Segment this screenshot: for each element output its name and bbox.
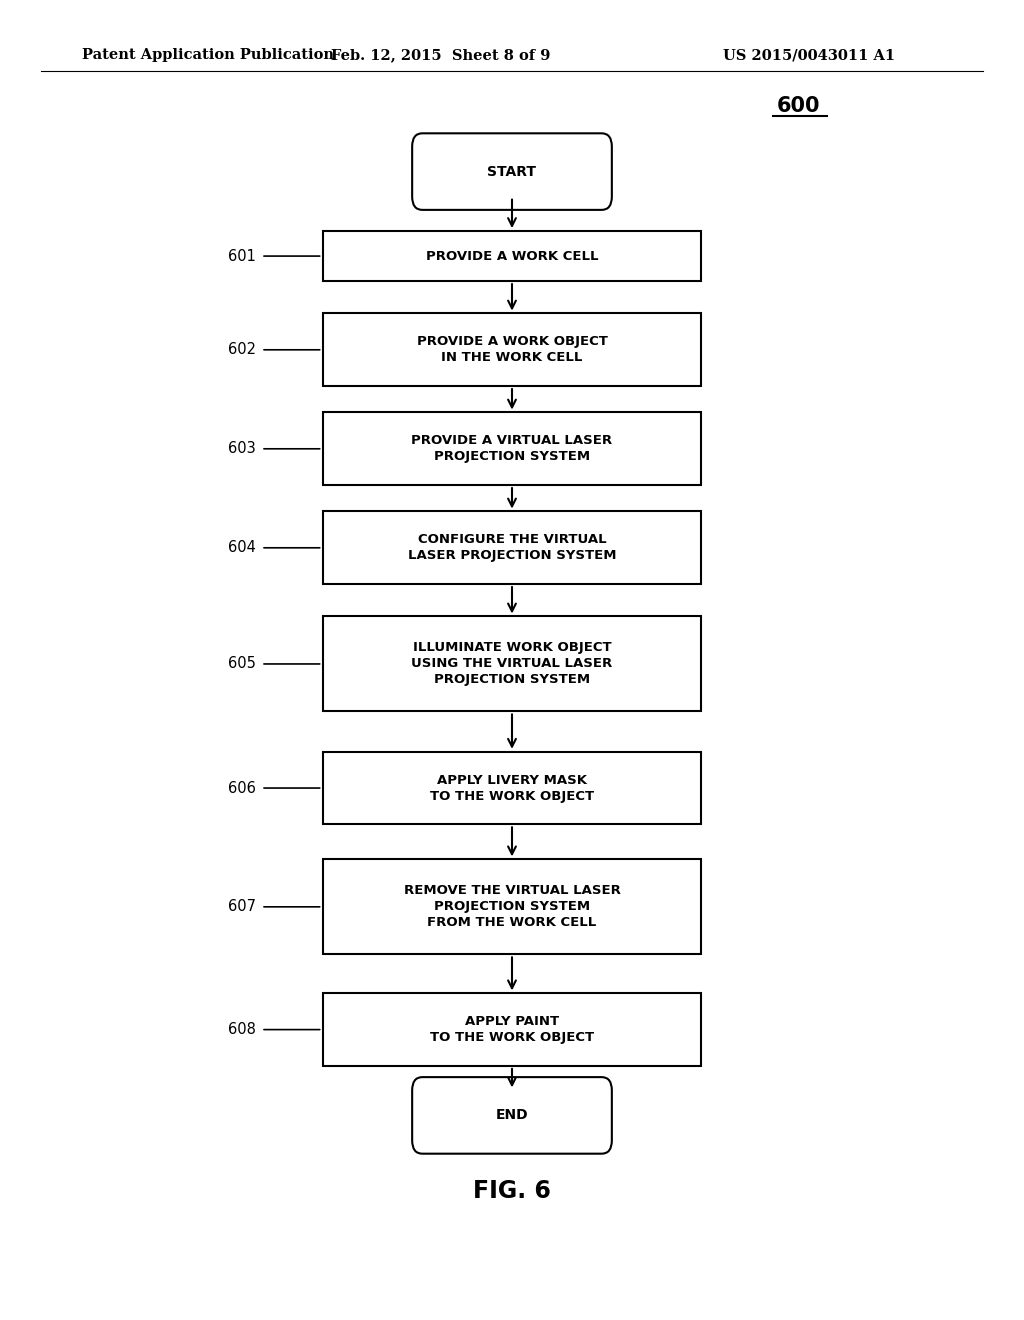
Text: 604: 604 xyxy=(228,540,256,556)
Text: 600: 600 xyxy=(777,95,820,116)
Bar xyxy=(323,859,701,954)
Bar xyxy=(323,616,701,711)
Bar xyxy=(323,993,701,1067)
Text: Patent Application Publication: Patent Application Publication xyxy=(82,49,334,62)
Text: APPLY PAINT
TO THE WORK OBJECT: APPLY PAINT TO THE WORK OBJECT xyxy=(430,1015,594,1044)
Text: END: END xyxy=(496,1109,528,1122)
FancyBboxPatch shape xyxy=(412,1077,611,1154)
Text: 607: 607 xyxy=(228,899,256,915)
Text: 605: 605 xyxy=(228,656,256,672)
Text: 608: 608 xyxy=(228,1022,256,1038)
Text: ILLUMINATE WORK OBJECT
USING THE VIRTUAL LASER
PROJECTION SYSTEM: ILLUMINATE WORK OBJECT USING THE VIRTUAL… xyxy=(412,642,612,686)
Text: PROVIDE A WORK CELL: PROVIDE A WORK CELL xyxy=(426,249,598,263)
FancyBboxPatch shape xyxy=(412,133,611,210)
Bar xyxy=(323,314,701,385)
Text: 603: 603 xyxy=(228,441,256,457)
Bar xyxy=(323,511,701,583)
Text: CONFIGURE THE VIRTUAL
LASER PROJECTION SYSTEM: CONFIGURE THE VIRTUAL LASER PROJECTION S… xyxy=(408,533,616,562)
Text: PROVIDE A VIRTUAL LASER
PROJECTION SYSTEM: PROVIDE A VIRTUAL LASER PROJECTION SYSTE… xyxy=(412,434,612,463)
Text: START: START xyxy=(487,165,537,178)
Text: 601: 601 xyxy=(228,248,256,264)
Bar xyxy=(323,231,701,281)
Text: Feb. 12, 2015  Sheet 8 of 9: Feb. 12, 2015 Sheet 8 of 9 xyxy=(331,49,550,62)
Bar xyxy=(323,412,701,484)
Text: PROVIDE A WORK OBJECT
IN THE WORK CELL: PROVIDE A WORK OBJECT IN THE WORK CELL xyxy=(417,335,607,364)
Text: APPLY LIVERY MASK
TO THE WORK OBJECT: APPLY LIVERY MASK TO THE WORK OBJECT xyxy=(430,774,594,803)
Bar xyxy=(323,752,701,824)
Text: 606: 606 xyxy=(228,780,256,796)
Text: US 2015/0043011 A1: US 2015/0043011 A1 xyxy=(723,49,895,62)
Text: 602: 602 xyxy=(228,342,256,358)
Text: FIG. 6: FIG. 6 xyxy=(473,1179,551,1203)
Text: REMOVE THE VIRTUAL LASER
PROJECTION SYSTEM
FROM THE WORK CELL: REMOVE THE VIRTUAL LASER PROJECTION SYST… xyxy=(403,884,621,929)
